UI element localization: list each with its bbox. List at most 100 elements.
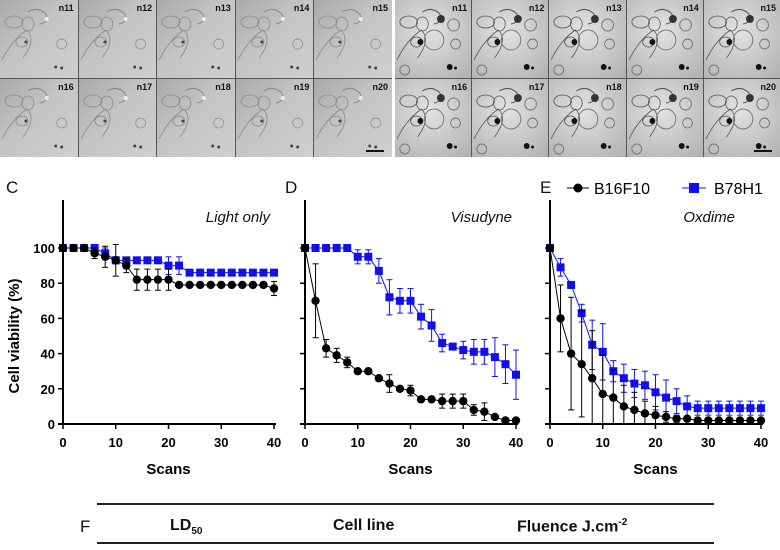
scale-bar [753,150,772,152]
y-tick-label: 40 [41,347,55,362]
cell-image [550,8,616,76]
data-point [175,261,184,270]
data-point [672,414,681,423]
data-point [566,349,576,358]
y-tick-label: 20 [41,382,55,397]
y-axis-label: Cell viability (%) [6,278,23,393]
data-point [79,243,89,253]
micrograph-tile: n18 [549,79,626,157]
data-point [469,347,478,356]
data-point [704,416,713,425]
micrograph-tile: n14 [626,0,703,78]
frame-label: n15 [760,3,776,13]
frame-label: n15 [372,3,388,13]
data-point [269,284,279,293]
data-point [756,416,766,425]
data-point [545,243,555,253]
x-tick-label: 30 [456,435,470,450]
x-tick-label: 30 [701,435,715,450]
micrograph-tile: n11 [395,0,472,78]
data-point [651,388,660,397]
data-point [311,244,320,252]
data-point [321,344,331,353]
data-point [480,407,489,416]
data-point [248,268,257,277]
x-tick-label: 10 [351,435,365,450]
data-point [693,416,702,425]
data-point [735,404,744,413]
data-point [406,386,415,395]
data-point [248,280,258,290]
cell-image [316,8,382,70]
data-point [343,244,352,252]
frame-label: n16 [451,82,468,92]
frame-label: n18 [606,82,622,92]
cell-image [1,8,67,70]
frame-label: n12 [136,3,153,13]
table-bottom-rule [97,542,714,544]
data-point [448,396,457,406]
data-point [459,346,468,355]
data-point [406,296,415,305]
data-point [437,396,447,406]
frame-label: n19 [293,82,310,92]
frame-label: n17 [528,82,545,92]
x-tick-label: 40 [267,435,281,450]
cell-image [705,8,770,76]
panel-label: E [540,178,551,197]
data-point [343,358,352,367]
series-b78h1 [301,244,520,400]
micrograph-tile: n12 [78,0,157,78]
frame-label: n11 [452,3,468,13]
data-point [661,412,671,422]
data-point [311,296,320,305]
micrograph-tile: n17 [472,79,549,157]
data-point [417,312,426,321]
data-point [512,370,520,379]
series-b16f10 [545,243,766,425]
y-tick-label: 0 [48,417,55,432]
data-point [662,393,671,402]
data-point [217,280,226,290]
data-point [704,404,713,413]
x-tick-label: 40 [754,435,768,450]
micrograph-tile: n19 [626,79,703,157]
data-point [395,384,405,393]
frame-label: n20 [760,82,776,92]
data-point [577,359,586,369]
header-cell-line: Cell line [333,517,395,534]
header-fluence: Fluence J.cm-2 [517,517,628,536]
data-point [300,243,310,253]
data-point [206,280,215,290]
frame-label: n12 [528,3,545,13]
data-point [395,296,404,305]
data-point [725,416,734,425]
legend-label: B78H1 [714,181,763,198]
micrograph-grid-left: n11 n12 n13 [0,0,392,157]
data-point [385,293,394,302]
cell-image [628,8,693,76]
cell-image [705,87,770,155]
micrograph-tile: n16 [0,79,78,157]
cell-image [1,87,67,149]
data-point [556,314,565,323]
data-point [438,339,447,348]
data-point [693,404,702,413]
cell-image [237,87,303,149]
chart-title: Visudyne [451,209,512,226]
data-point [714,404,723,413]
frame-label: n19 [683,82,699,92]
series-b16f10 [300,243,521,425]
data-point [501,360,510,369]
data-point [364,252,373,261]
data-point [270,268,278,277]
cell-image [80,87,146,149]
x-tick-label: 40 [509,435,523,450]
chart-title: Light only [206,209,272,226]
data-point [101,252,110,261]
panel-label: C [6,178,18,197]
y-tick-label: 80 [41,276,55,291]
data-point [490,412,500,422]
micrograph-tile: n15 [314,0,392,78]
